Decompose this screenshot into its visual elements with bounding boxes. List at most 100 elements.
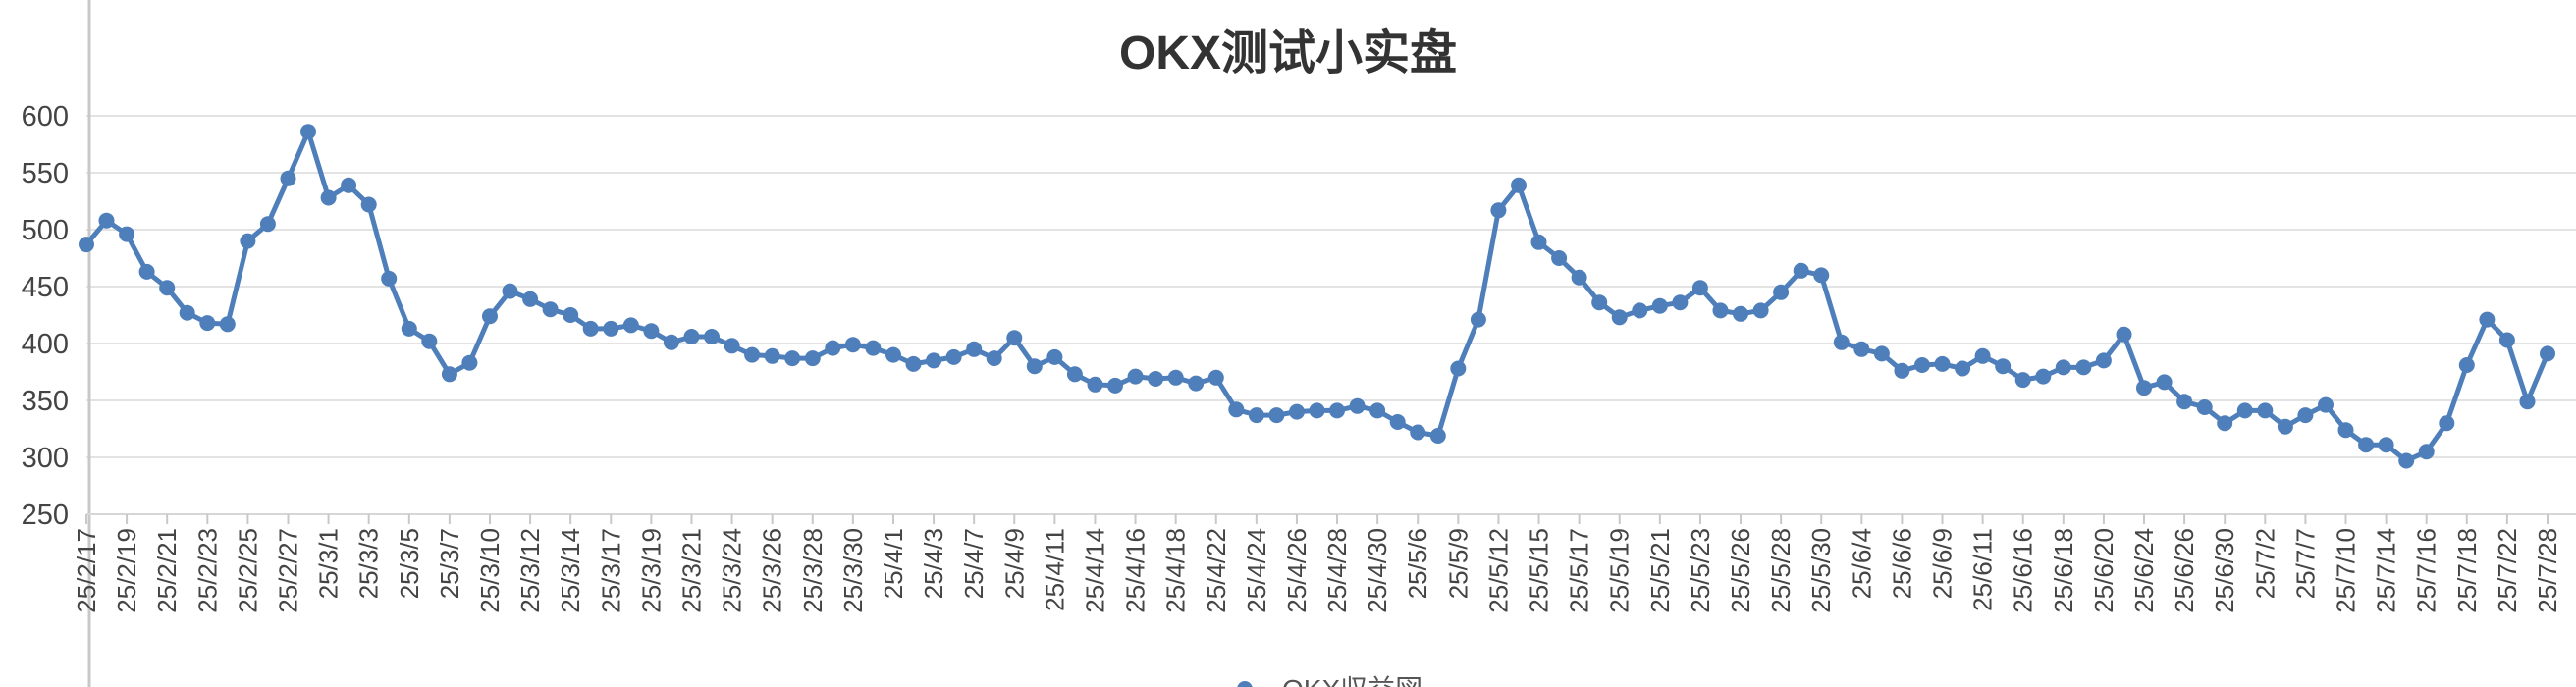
data-point xyxy=(945,348,962,365)
x-axis: 25/2/17 25/2/19 25/2/21 25/2/23 25/2/25 25/2/… xyxy=(72,513,2576,613)
data-point xyxy=(764,347,780,364)
x-tick-label: 25/5/9 xyxy=(1443,528,1473,599)
data-point xyxy=(1995,358,2012,375)
y-tick-label: 250 xyxy=(22,500,69,531)
x-tick-label: 25/6/16 xyxy=(2009,528,2038,613)
data-point xyxy=(966,341,983,357)
data-point xyxy=(401,320,417,337)
x-tick-label: 25/5/28 xyxy=(1766,528,1796,613)
data-point xyxy=(1651,297,1668,314)
x-tick-label: 25/4/11 xyxy=(1040,528,1069,611)
data-point xyxy=(724,338,740,354)
data-point xyxy=(1914,357,1930,373)
y-tick-label: 350 xyxy=(22,386,69,417)
data-point xyxy=(865,340,882,356)
data-point xyxy=(1813,267,1830,284)
x-tick-label: 25/6/26 xyxy=(2170,528,2199,613)
data-point xyxy=(1167,369,1184,386)
x-tick-label: 25/6/4 xyxy=(1847,528,1876,599)
x-tick-label: 25/6/20 xyxy=(2089,528,2119,613)
x-tick-label: 25/5/23 xyxy=(1686,528,1715,613)
data-point xyxy=(1955,360,1971,377)
data-point xyxy=(905,355,922,372)
series-group xyxy=(79,124,2555,469)
x-tick-label: 25/2/19 xyxy=(112,528,141,613)
data-point xyxy=(2479,311,2496,328)
data-point xyxy=(2014,372,2031,389)
x-tick-label: 25/4/1 xyxy=(879,528,908,599)
data-point xyxy=(1793,262,1809,279)
data-point xyxy=(744,346,761,363)
data-point xyxy=(98,212,115,229)
data-point xyxy=(2196,399,2213,415)
legend-label: OKX収益図 xyxy=(1282,674,1422,687)
x-tick-label: 25/5/30 xyxy=(1806,528,1836,613)
data-point xyxy=(2297,407,2314,424)
x-tick-label: 25/4/26 xyxy=(1282,528,1312,613)
data-point xyxy=(138,263,155,280)
data-point xyxy=(1894,362,1910,379)
data-point xyxy=(1530,234,1547,250)
x-tick-label: 25/4/16 xyxy=(1121,528,1151,613)
data-point xyxy=(1410,424,1426,441)
x-tick-label: 25/6/30 xyxy=(2210,528,2239,613)
data-point xyxy=(502,283,518,299)
grid-lines xyxy=(86,115,2576,515)
data-point xyxy=(1733,305,1748,322)
data-point xyxy=(926,352,942,369)
data-point xyxy=(259,216,276,233)
data-point xyxy=(542,301,559,318)
data-point xyxy=(2236,402,2253,419)
data-point xyxy=(1450,360,1467,377)
x-tick-label: 25/7/14 xyxy=(2372,528,2401,613)
x-tick-label: 25/4/7 xyxy=(959,528,989,599)
data-point xyxy=(1611,309,1628,326)
x-tick-label: 25/3/19 xyxy=(636,528,666,613)
data-point xyxy=(1551,250,1568,266)
y-tick-label: 550 xyxy=(22,158,69,189)
data-point xyxy=(421,333,438,349)
x-tick-label: 25/5/15 xyxy=(1525,528,1554,613)
data-point xyxy=(2116,326,2132,343)
data-point xyxy=(1490,202,1507,219)
data-point xyxy=(2540,345,2555,362)
data-point xyxy=(341,177,357,193)
data-point xyxy=(1228,401,1245,418)
data-point xyxy=(582,320,599,337)
y-tick-label: 300 xyxy=(22,443,69,474)
data-point xyxy=(2398,452,2415,469)
data-point xyxy=(1006,330,1023,346)
x-tick-label: 25/3/14 xyxy=(556,528,585,613)
data-point xyxy=(1107,377,1123,394)
data-point xyxy=(320,189,337,206)
y-tick-label: 600 xyxy=(22,101,69,132)
data-point xyxy=(683,329,700,344)
data-point xyxy=(1188,375,1205,392)
x-tick-label: 25/4/28 xyxy=(1322,528,1352,613)
x-tick-label: 25/6/11 xyxy=(1968,528,1998,611)
data-point xyxy=(280,170,296,186)
data-point xyxy=(704,329,720,344)
x-tick-label: 25/5/19 xyxy=(1605,528,1635,613)
data-point xyxy=(381,270,398,287)
x-tick-label: 25/3/26 xyxy=(758,528,787,613)
data-point xyxy=(1248,407,1264,424)
data-point xyxy=(2519,394,2536,410)
data-point xyxy=(1974,347,1991,364)
x-tick-label: 25/7/28 xyxy=(2533,528,2562,613)
data-point xyxy=(1672,294,1689,311)
data-point xyxy=(1289,403,1305,420)
x-tick-label: 25/2/21 xyxy=(152,528,182,613)
legend: OKX収益図 xyxy=(1237,674,1422,687)
data-point xyxy=(2458,357,2475,373)
x-tick-label: 25/3/1 xyxy=(314,528,344,599)
data-point xyxy=(1934,355,1951,372)
x-tick-label: 25/3/30 xyxy=(838,528,868,613)
y-axis: 250 300 350 400 450 500 550 600 xyxy=(22,0,91,687)
data-point xyxy=(886,346,901,363)
data-point xyxy=(1873,345,1890,362)
data-point xyxy=(1712,302,1729,319)
y-tick-label: 500 xyxy=(22,215,69,246)
x-tick-label: 25/3/24 xyxy=(718,528,747,613)
